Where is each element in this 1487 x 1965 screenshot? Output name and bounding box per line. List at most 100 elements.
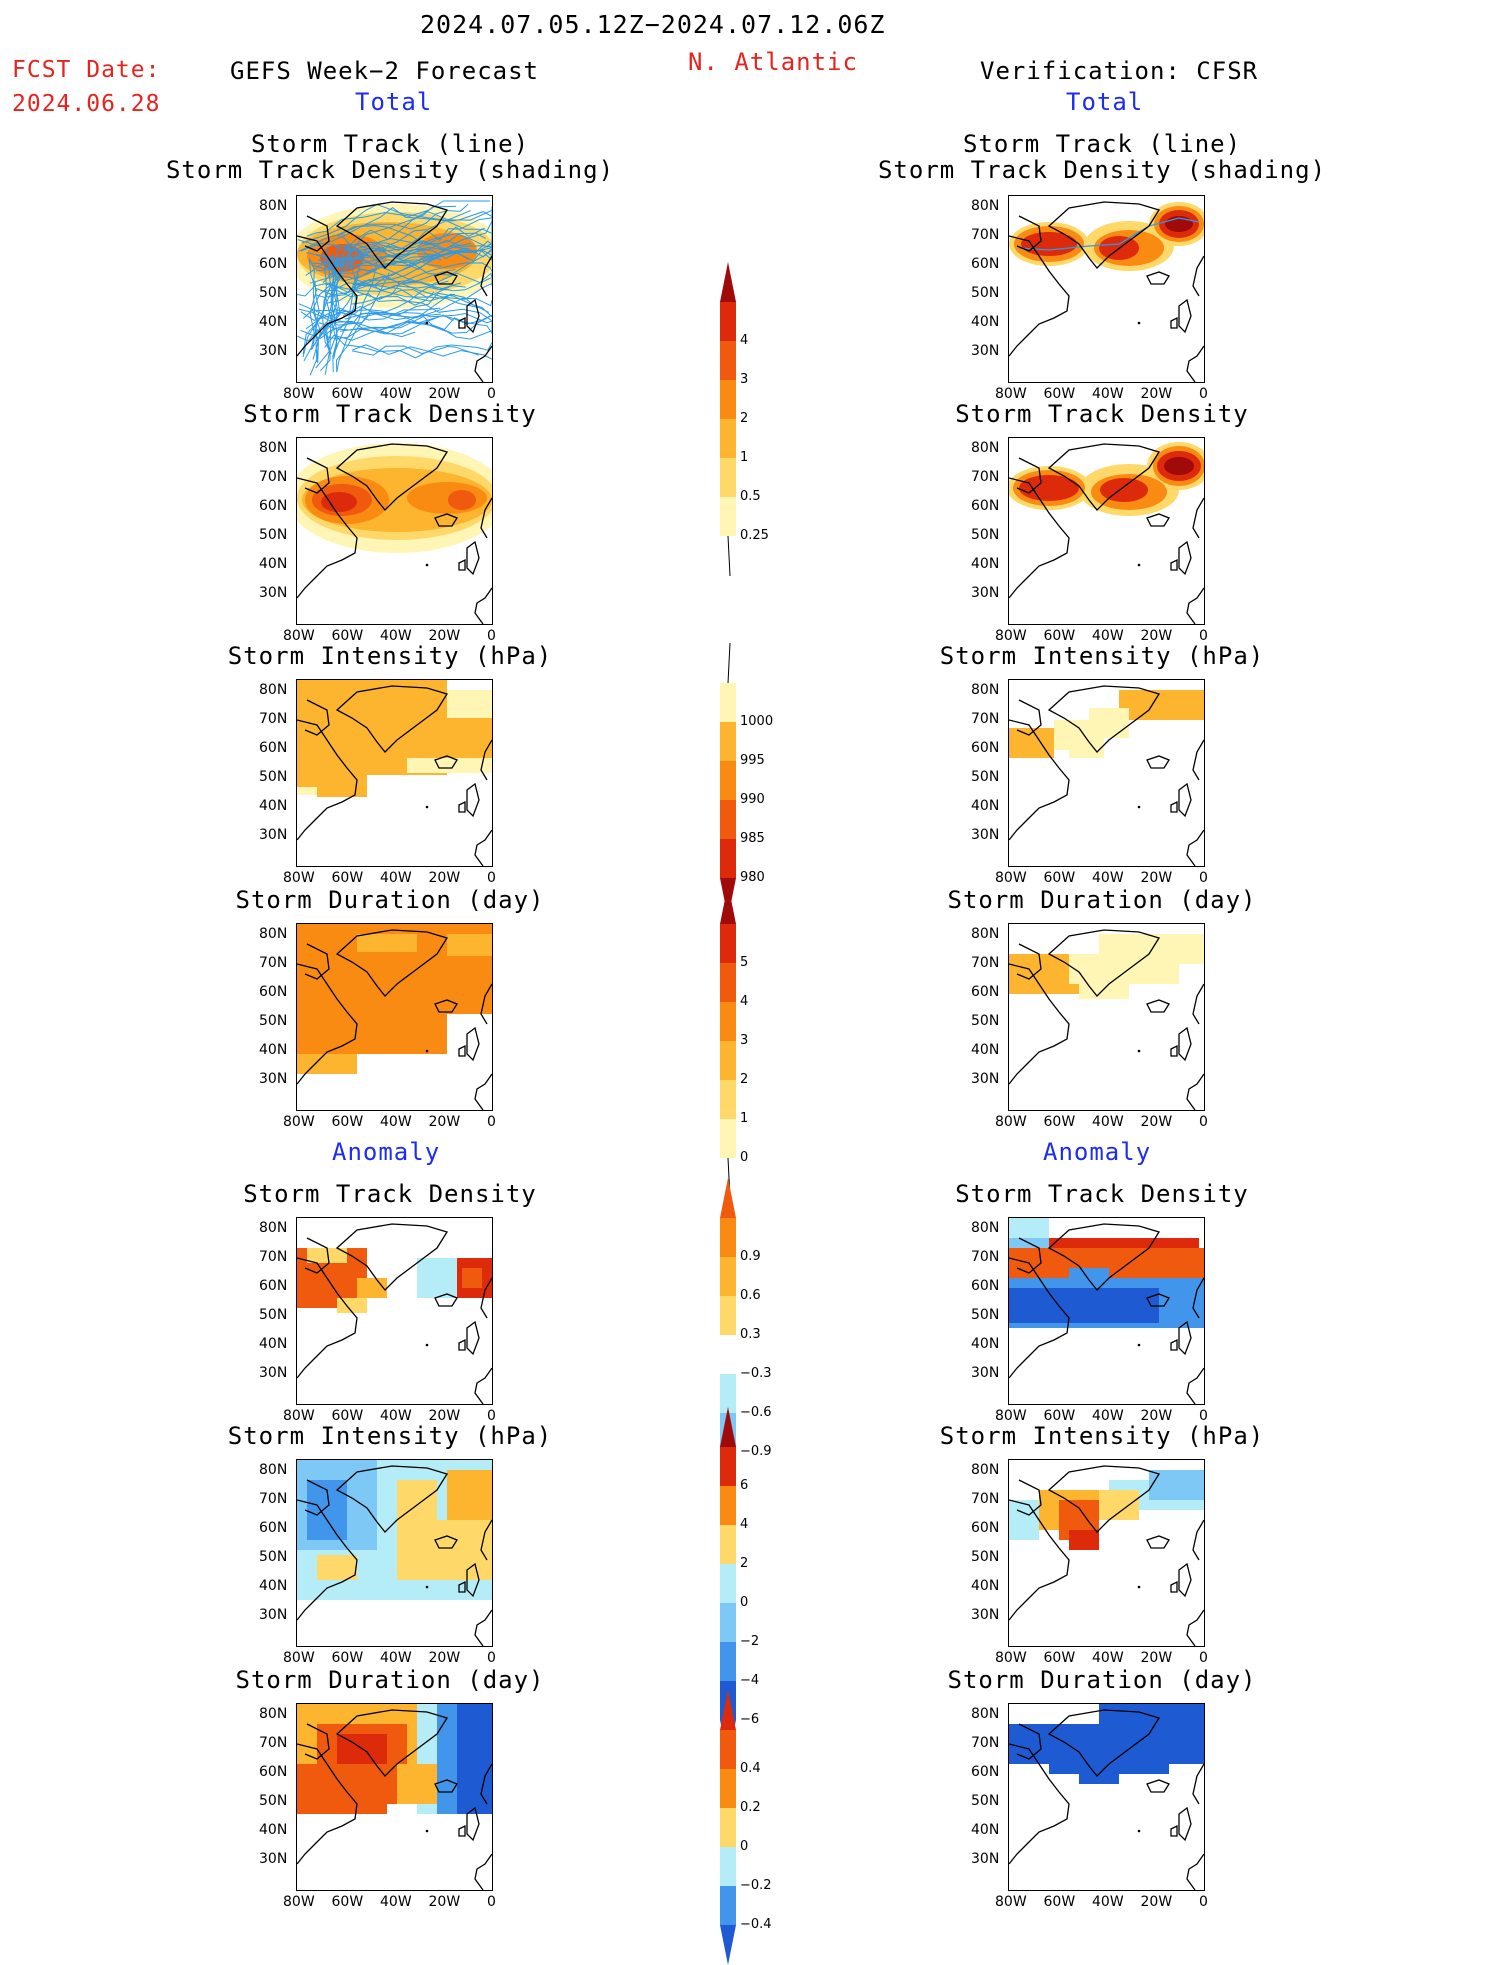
colorbar-tick-label: 5 xyxy=(740,955,749,970)
colorbar-tick-label: 4 xyxy=(740,333,749,348)
colorbar-segment xyxy=(720,1642,736,1681)
colorbar-segment xyxy=(720,1080,736,1119)
colorbar-tick-label: 995 xyxy=(740,753,765,768)
colorbar-tick-label: 0 xyxy=(740,1150,749,1165)
title-density-left: Storm Track Density xyxy=(243,400,537,428)
colorbar-tick-label: 2 xyxy=(740,1072,749,1087)
lon-tick-label: 40W xyxy=(1092,1408,1124,1424)
colorbar-segment xyxy=(720,963,736,1002)
colorbar-tick-label: 0 xyxy=(740,1839,749,1854)
colorbar-tick-label: 1000 xyxy=(740,714,774,729)
lon-tick-label: 60W xyxy=(1043,386,1076,402)
colorbar-segment xyxy=(720,1002,736,1041)
lon-tick-label: 80W xyxy=(283,1650,315,1666)
lon-tick-label: 20W xyxy=(428,386,461,402)
colorbar-tick-label: 2 xyxy=(740,411,749,426)
colorbar-segment xyxy=(720,1564,736,1603)
lat-tick-label: 60N xyxy=(259,256,288,272)
map-anom-duration-left xyxy=(297,1704,492,1890)
lon-tick-label: 40W xyxy=(380,1894,412,1910)
colorbar-tick-label: −2 xyxy=(740,1634,760,1649)
colorbar-segment xyxy=(720,1257,736,1296)
lat-tick-label: 80N xyxy=(971,682,1000,698)
lon-tick-label: 80W xyxy=(995,628,1027,644)
lat-tick-label: 50N xyxy=(971,527,1000,543)
title-track-density-shading-right: Storm Track Density (shading) xyxy=(877,156,1327,184)
lat-tick-label: 30N xyxy=(971,343,1000,359)
lat-tick-label: 70N xyxy=(971,1491,1000,1507)
lat-tick-label: 30N xyxy=(259,1071,288,1087)
lat-tick-label: 40N xyxy=(259,1336,288,1352)
verification-title: Verification: CFSR xyxy=(980,57,1259,85)
colorbar-tick-label: −0.3 xyxy=(740,1366,772,1381)
lon-tick-label: 60W xyxy=(1043,628,1076,644)
colorbar-tick-label: 0 xyxy=(740,1595,749,1610)
lat-tick-label: 40N xyxy=(971,1042,1000,1058)
lon-tick-label: 0 xyxy=(487,628,496,644)
colorbar-tick-label: 1 xyxy=(740,450,749,465)
colorbar-segment xyxy=(720,1041,736,1080)
lon-tick-label: 60W xyxy=(1043,870,1076,886)
colorbar-tick-label: −0.9 xyxy=(740,1444,772,1459)
map-field xyxy=(1009,201,1204,382)
map-anom-density-left xyxy=(297,1218,492,1404)
colorbar-segment xyxy=(720,1486,736,1525)
lat-tick-label: 40N xyxy=(971,798,1000,814)
title-duration-right: Storm Duration (day) xyxy=(947,886,1257,914)
lon-tick-label: 40W xyxy=(380,1408,412,1424)
map-intensity-right xyxy=(1009,680,1204,866)
lon-tick-label: 40W xyxy=(1092,870,1124,886)
lon-tick-label: 20W xyxy=(1140,1408,1173,1424)
lon-tick-label: 80W xyxy=(995,386,1027,402)
fcst-date-value: 2024.06.28 xyxy=(12,91,161,117)
lon-tick-label: 60W xyxy=(331,1114,364,1130)
map-anom-density-right xyxy=(1009,1218,1204,1404)
title-anom-intensity-left: Storm Intensity (hPa) xyxy=(227,1422,553,1450)
colorbar-tick-label: 4 xyxy=(740,994,749,1009)
lat-tick-label: 40N xyxy=(259,798,288,814)
lon-tick-label: 20W xyxy=(428,870,461,886)
lon-tick-label: 20W xyxy=(428,1408,461,1424)
lat-tick-label: 60N xyxy=(259,1278,288,1294)
lat-tick-label: 70N xyxy=(971,955,1000,971)
lat-tick-label: 70N xyxy=(971,711,1000,727)
lon-tick-label: 40W xyxy=(1092,628,1124,644)
lon-tick-label: 60W xyxy=(331,1650,364,1666)
colorbar-tick-label: 0.2 xyxy=(740,1800,761,1815)
lat-tick-label: 80N xyxy=(971,1706,1000,1722)
colorbar-tick-label: −6 xyxy=(740,1712,760,1727)
lon-tick-label: 40W xyxy=(380,1650,412,1666)
lon-tick-label: 80W xyxy=(995,870,1027,886)
lat-tick-label: 50N xyxy=(971,1013,1000,1029)
colorbar-segment xyxy=(720,761,736,800)
map-intensity-left xyxy=(297,680,492,866)
lon-tick-label: 0 xyxy=(487,386,496,402)
lon-tick-label: 60W xyxy=(1043,1408,1076,1424)
colorbar-segment xyxy=(720,1730,736,1769)
lat-tick-label: 40N xyxy=(259,1042,288,1058)
map-track-density-left xyxy=(297,438,492,624)
lat-tick-label: 80N xyxy=(259,926,288,942)
colorbar-segment xyxy=(720,1808,736,1847)
lat-tick-label: 80N xyxy=(259,1706,288,1722)
map-field xyxy=(1009,1218,1204,1404)
lon-tick-label: 60W xyxy=(331,386,364,402)
lat-tick-label: 50N xyxy=(259,1793,288,1809)
lat-tick-label: 60N xyxy=(971,984,1000,1000)
colorbar-tick-label: 1 xyxy=(740,1111,749,1126)
lon-tick-label: 20W xyxy=(1140,1114,1173,1130)
anomaly-label-left: Anomaly xyxy=(332,1138,441,1166)
lat-tick-label: 40N xyxy=(259,1578,288,1594)
lon-tick-label: 40W xyxy=(380,628,412,644)
lon-tick-label: 80W xyxy=(283,1408,315,1424)
map-field xyxy=(297,1460,492,1646)
colorbar-tick-label: −0.6 xyxy=(740,1405,772,1420)
lon-tick-label: 40W xyxy=(380,870,412,886)
colorbar-segment xyxy=(720,1886,736,1925)
lon-tick-label: 20W xyxy=(1140,386,1173,402)
lat-tick-label: 30N xyxy=(259,1607,288,1623)
lat-tick-label: 80N xyxy=(259,1462,288,1478)
lat-tick-label: 40N xyxy=(259,556,288,572)
lon-tick-label: 0 xyxy=(1199,1650,1208,1666)
colorbar-segment xyxy=(720,341,736,380)
